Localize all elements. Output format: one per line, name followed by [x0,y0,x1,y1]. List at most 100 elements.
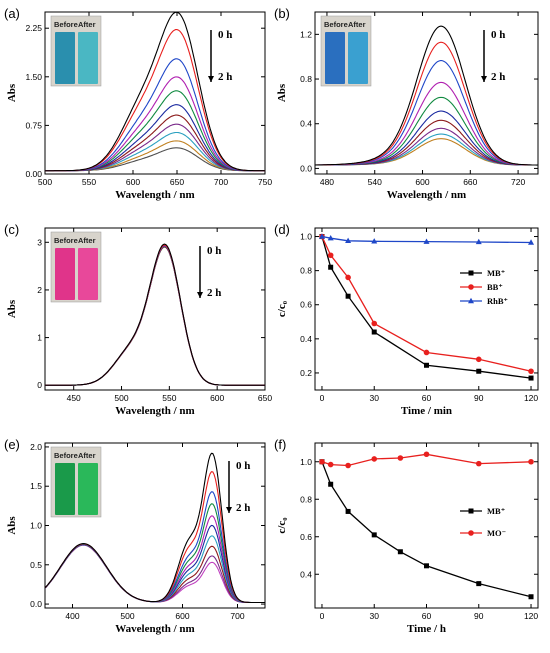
legend-label: MB⁺ [487,506,505,516]
data-point-triangle [475,238,482,245]
x-axis-label: Wavelength / nm [115,623,194,635]
data-point-triangle [327,235,334,241]
cuvette-after [78,463,98,515]
y-axis-label: Abs [6,516,18,535]
inset-after-label: After [78,20,96,29]
annotation-end: 2 h [236,502,250,514]
legend-marker-circle [468,530,474,536]
y-tick-label: 0.4 [300,569,312,579]
spectrum-series [315,110,538,166]
data-point-circle [528,368,534,375]
spectra-group [45,452,265,604]
x-axis-label: Wavelength / nm [115,189,194,201]
y-tick-label: 0.8 [300,494,312,504]
spectrum-series [45,140,265,172]
chart-panel-5: (f) 0 30 60 90 120 0.4 0.6 0.8 1.0 Time / h c/c₀ MB⁺… [274,437,539,635]
y-tick-label: 2 [37,285,42,295]
data-point-circle [345,274,351,281]
cuvette-after [348,32,368,84]
x-tick-label: 30 [370,393,380,403]
y-tick-label: 1 [37,333,42,343]
legend-marker-square [468,508,474,514]
inset-photo: Before After [50,231,102,303]
annotation-start: 0 h [491,29,505,41]
x-tick-label: 720 [511,177,525,187]
time-arrow: 0 h 2 h [481,29,505,83]
arrow-head [208,76,214,82]
y-tick-label: 1.0 [300,232,312,242]
cuvette-before [55,32,75,84]
spectra-group [315,25,538,166]
x-tick-label: 700 [214,177,228,187]
y-tick-label: 2.25 [25,23,42,33]
time-arrow: 0 h 2 h [208,29,232,83]
inset-before-label: Before [54,236,78,245]
spectrum-series [315,25,538,166]
annotation-start: 0 h [236,460,250,472]
data-point-circle [423,349,430,356]
y-tick-label: 0.6 [300,300,312,310]
panel-label: (b) [274,6,290,21]
annotation-end: 2 h [218,71,232,83]
data-point-square [476,581,482,587]
y-tick-label: 0.2 [300,368,312,378]
annotation-end: 2 h [207,287,221,299]
arrow-head [226,507,232,513]
x-tick-label: 90 [474,393,484,403]
annotation-end: 2 h [491,71,505,83]
legend-label: MB⁺ [487,268,505,278]
legend-marker-circle [468,284,474,290]
cuvette-before [55,463,75,515]
legend-label: BB⁺ [487,282,503,292]
inset-photo: Before After [320,15,372,87]
y-tick-label: 1.0 [30,521,42,531]
x-axis-label: Wavelength / nm [115,405,194,417]
x-axis-label: Time / h [407,623,446,635]
y-tick-label: 2.0 [30,442,42,452]
series-line [321,461,532,598]
x-tick-label: 750 [258,177,272,187]
data-point-circle [397,455,404,461]
data-point-circle [371,320,378,327]
kinetics-group [319,451,534,600]
inset-after-label: After [348,20,366,29]
inset-before-label: Before [54,451,78,460]
annotation-start: 0 h [207,245,221,257]
x-tick-label: 650 [170,177,184,187]
panel-label: (f) [274,437,286,452]
x-tick-label: 120 [524,611,538,621]
data-point-circle [528,458,534,465]
y-tick-label: 0.4 [300,119,312,129]
x-tick-label: 60 [422,611,432,621]
plot-frame [44,227,266,391]
y-tick-label: 0 [37,380,42,390]
y-tick-label: 1.50 [25,72,42,82]
time-arrow: 0 h 2 h [226,460,250,514]
y-tick-label: 0.5 [30,560,42,570]
data-point-circle [371,456,378,462]
y-axis-label: c/c₀ [276,517,288,534]
legend-label: RhB⁺ [487,296,508,306]
y-tick-label: 0.0 [30,599,42,609]
legend-marker-triangle [468,297,474,304]
inset-before-label: Before [324,20,348,29]
data-point-triangle [371,238,378,244]
cuvette-before [55,248,75,300]
x-axis-label: Wavelength / nm [387,189,466,201]
data-point-triangle [345,237,352,243]
chart-panel-3: (d) 0 30 60 90 120 0.2 0.4 0.6 0.8 1.0 Time / min c/… [274,222,539,417]
data-point-square [476,368,482,374]
x-tick-label: 500 [38,177,52,187]
cuvette-before [325,32,345,84]
data-point-square [371,532,377,538]
x-tick-label: 30 [370,611,380,621]
x-tick-label: 550 [162,393,176,403]
data-point-triangle [423,238,430,244]
y-tick-label: 0.0 [300,163,312,173]
x-tick-label: 660 [463,177,477,187]
x-axis-label: Time / min [401,405,452,417]
y-tick-label: 0.00 [25,169,42,179]
legend-marker-square [468,270,474,276]
y-axis-label: Abs [276,83,288,102]
x-tick-label: 650 [258,393,272,403]
